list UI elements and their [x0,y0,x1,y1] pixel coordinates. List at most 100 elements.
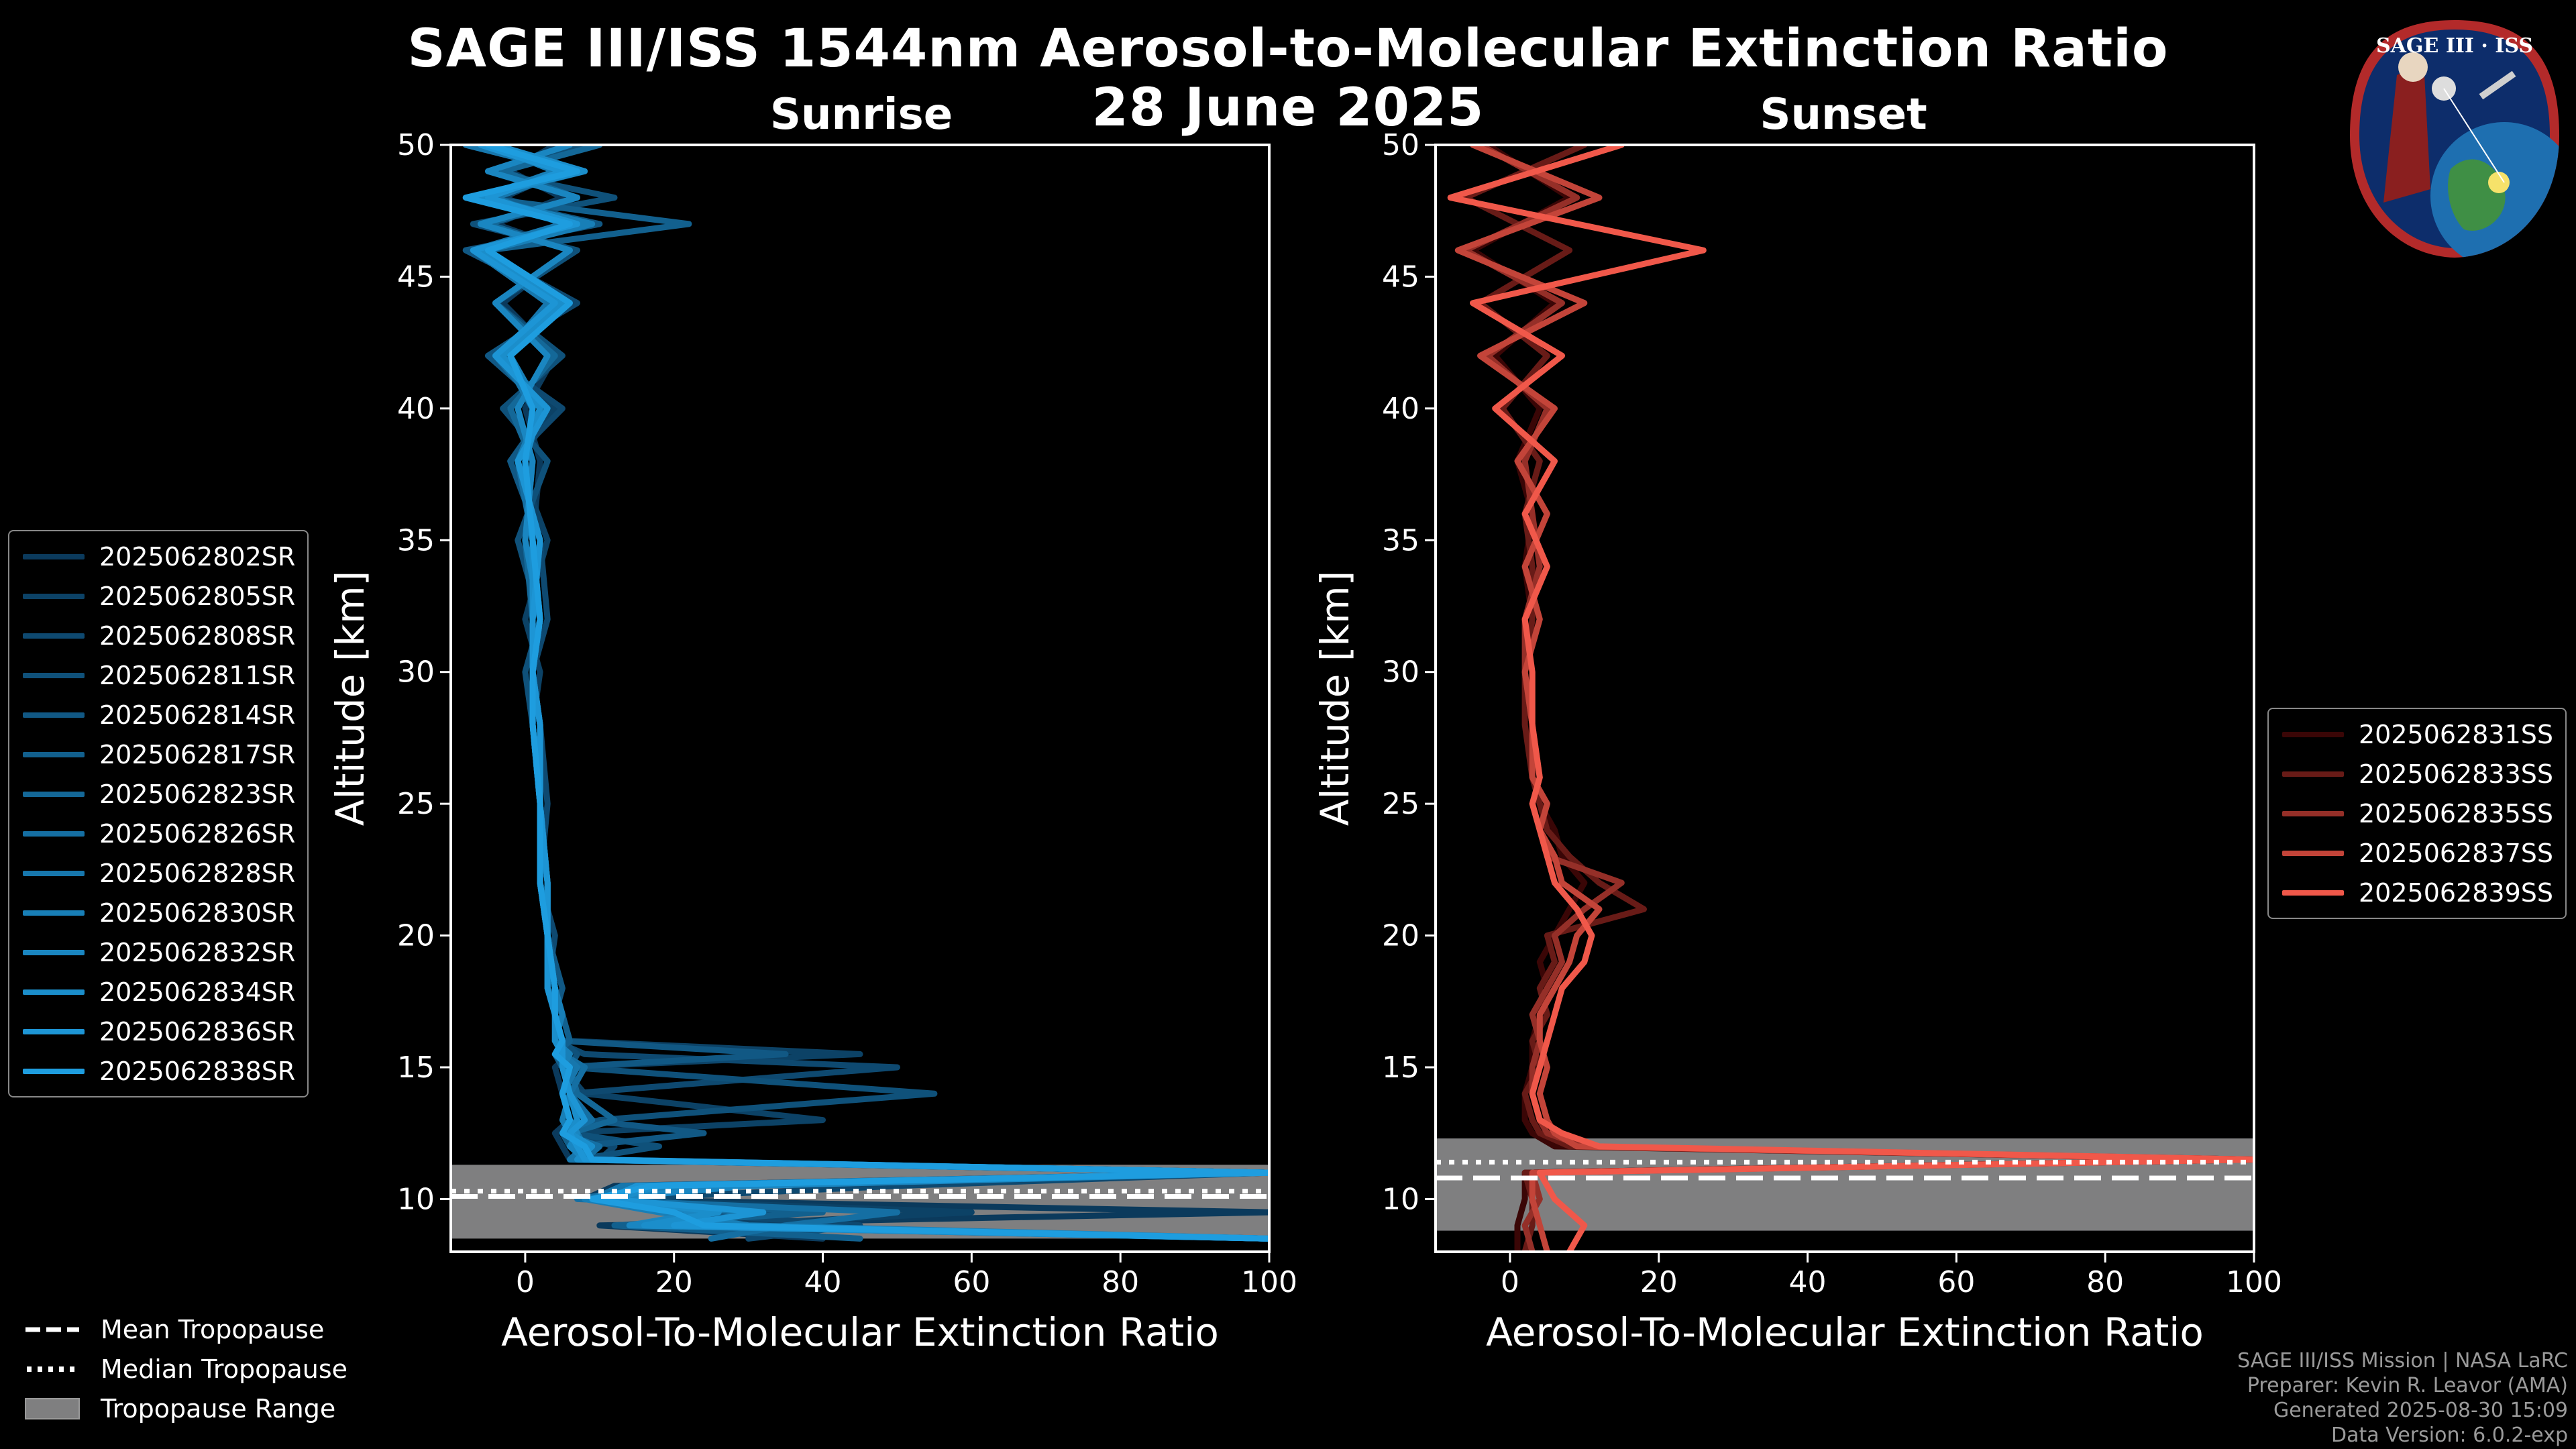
legend-swatch [23,751,85,757]
credits-mission: SAGE III/ISS Mission | NASA LaRC [2237,1349,2568,1373]
legend-label: 2025062826SR [99,818,296,849]
legend-swatch [23,791,85,797]
series-line-2025062838SR [462,145,1269,1242]
legend-item-2025062839SS: 2025062839SS [2269,873,2553,912]
legend-item-2025062805SR: 2025062805SR [9,576,295,616]
legend-item-2025062832SR: 2025062832SR [9,932,295,972]
space-station-icon [2479,70,2516,100]
legend-range-tropopause: Tropopause Range [24,1389,347,1428]
legend-swatch [2282,890,2344,896]
y-tick-label: 35 [397,523,435,557]
y-tick-label: 50 [1382,128,1419,162]
credits-generated: Generated 2025-08-30 15:09 [2273,1399,2568,1422]
legend-label: 2025062817SR [99,739,296,769]
y-tick-label: 15 [1382,1051,1419,1085]
x-tick-label: 20 [1640,1265,1678,1299]
y-tick-label: 10 [397,1182,435,1216]
x-tick-label: 0 [1501,1265,1519,1299]
legend-label: 2025062836SR [99,1016,296,1046]
dashed-line-icon [25,1327,79,1332]
dotted-line-icon [27,1366,79,1372]
legend-label: 2025062838SR [99,1056,296,1086]
legend-median-label: Median Tropopause [101,1354,347,1384]
legend-item-2025062837SS: 2025062837SS [2269,833,2553,873]
legend-range-label: Tropopause Range [101,1393,336,1424]
legend-swatch [23,593,85,599]
legend-item-2025062834SR: 2025062834SR [9,972,295,1012]
y-tick-label: 15 [397,1051,435,1085]
y-axis-label: Altitude [km] [1312,571,1358,826]
legend-label: 2025062837SS [2359,838,2554,868]
y-tick-label: 25 [397,787,435,821]
x-tick-label: 60 [953,1265,990,1299]
legend-swatch [23,1028,85,1034]
x-axis-label: Aerosol-To-Molecular Extinction Ratio [501,1309,1219,1355]
x-axis-label: Aerosol-To-Molecular Extinction Ratio [1486,1309,2204,1355]
legend-item-2025062836SR: 2025062836SR [9,1012,295,1051]
legend-swatch [2282,810,2344,816]
x-tick-label: 80 [2086,1265,2124,1299]
legend-swatch [23,712,85,718]
y-tick-label: 40 [1382,392,1419,426]
y-tick-label: 30 [397,655,435,690]
legend-swatch [23,910,85,916]
credits: SAGE III/ISS Mission | NASA LaRC Prepare… [2237,1348,2568,1448]
y-tick-label: 40 [397,392,435,426]
legend-item-2025062814SR: 2025062814SR [9,695,295,735]
legend-swatch [2282,771,2344,777]
legend-item-2025062811SR: 2025062811SR [9,655,295,695]
legend-item-2025062826SR: 2025062826SR [9,814,295,853]
sun-icon [2488,172,2510,193]
y-tick-label: 35 [1382,523,1419,557]
axes-frame [1434,144,2255,1253]
legend-label: 2025062830SR [99,898,296,928]
series-line-2025062831SS [1470,145,2254,1252]
x-tick-label: 0 [516,1265,535,1299]
legend-item-2025062823SR: 2025062823SR [9,774,295,814]
legend-item-2025062802SR: 2025062802SR [9,537,295,576]
legend-item-2025062828SR: 2025062828SR [9,853,295,893]
sunrise-panel-title: Sunrise [769,90,953,140]
x-tick-label: 80 [1102,1265,1139,1299]
y-axis-label: Altitude [km] [327,571,373,826]
x-tick-label: 100 [1241,1265,1297,1299]
legend-swatch [23,1068,85,1074]
sunset-panel-title: Sunset [1760,90,1927,140]
legend-label: 2025062808SR [99,621,296,651]
legend-label: 2025062814SR [99,700,296,730]
credits-preparer: Preparer: Kevin R. Leavor (AMA) [2247,1374,2568,1397]
series-line-2025062835SS [1462,145,2254,1252]
legend-swatch [23,672,85,678]
legend-label: 2025062835SS [2359,798,2554,828]
y-tick-label: 30 [1382,655,1419,690]
legend-item-2025062833SS: 2025062833SS [2269,754,2553,794]
legend-mean-label: Mean Tropopause [101,1314,325,1344]
legend-swatch [23,949,85,955]
axes-frame [449,144,1271,1253]
credits-version: Data Version: 6.0.2-exp [2330,1424,2568,1447]
series-line-2025062839SS [1447,145,2254,1252]
x-tick-label: 40 [1789,1265,1827,1299]
legend-label: 2025062839SS [2359,877,2554,908]
legend-label: 2025062811SR [99,660,296,690]
legend-swatch [23,870,85,876]
legend-label: 2025062834SR [99,977,296,1007]
legend-label: 2025062828SR [99,858,296,888]
legend-label: 2025062832SR [99,937,296,967]
legend-swatch [23,553,85,559]
series-line-2025062837SS [1454,145,2254,1252]
x-tick-label: 100 [2226,1265,2282,1299]
legend-swatch [23,633,85,639]
legend-item-2025062838SR: 2025062838SR [9,1051,295,1091]
legend-item-2025062835SS: 2025062835SS [2269,794,2553,833]
figure-robe-icon [2383,62,2430,203]
y-tick-label: 45 [397,260,435,294]
sage-mission-badge: SAGE III · ISS [2350,20,2559,258]
legend-label: 2025062833SS [2359,759,2554,789]
legend-label: 2025062823SR [99,779,296,809]
x-tick-label: 60 [1937,1265,1975,1299]
y-tick-label: 45 [1382,260,1419,294]
